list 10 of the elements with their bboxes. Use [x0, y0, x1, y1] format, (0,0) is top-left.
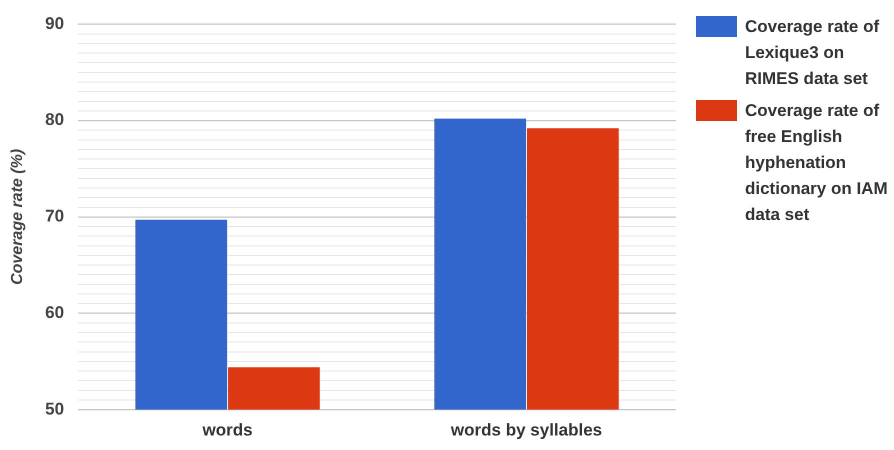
- y-tick-label: 60: [45, 302, 64, 322]
- y-tick-label: 70: [45, 206, 64, 226]
- x-tick-label: words by syllables: [450, 420, 602, 440]
- y-tick-label: 50: [45, 399, 64, 418]
- y-tick-label: 80: [45, 110, 64, 130]
- y-axis-title: Coverage rate (%): [9, 148, 26, 285]
- y-tick-label: 90: [45, 14, 64, 33]
- legend-label: Coverage rate of free English hyphenation dictionary on IAM data set: [745, 100, 889, 226]
- legend-label: Coverage rate of Lexique3 on RIMES data set: [745, 16, 880, 90]
- x-tick-label: words: [202, 420, 253, 440]
